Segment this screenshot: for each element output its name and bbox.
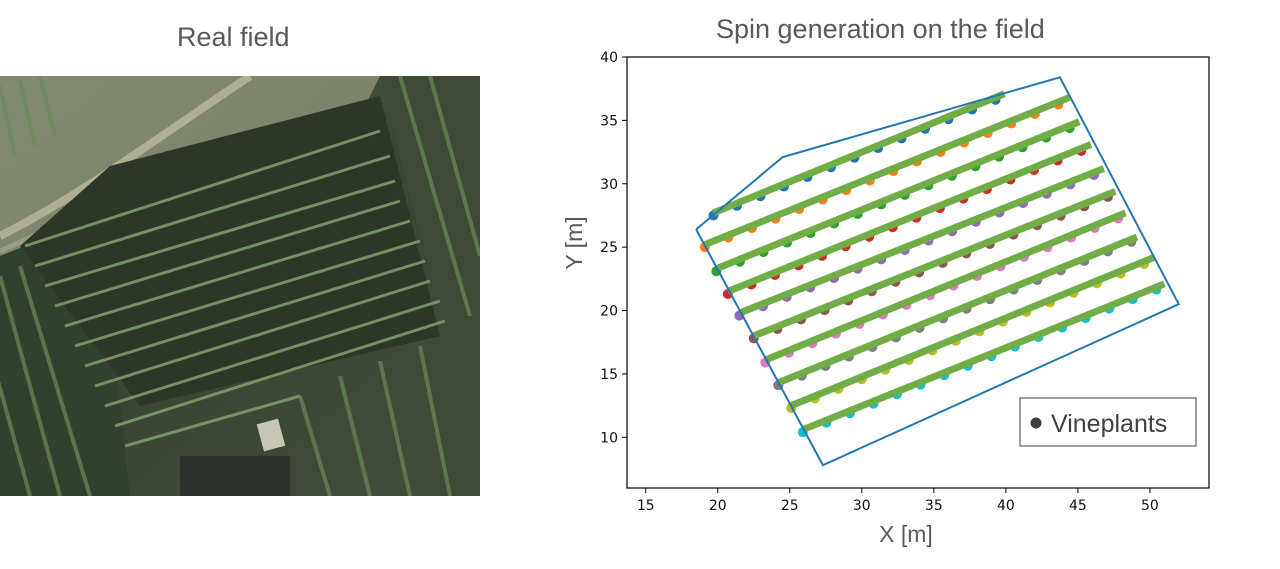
y-axis-label: Y [m]	[561, 216, 587, 269]
vine-row-line	[752, 188, 1117, 340]
y-axis-ticks: 10 15 20 25 30 35 40	[600, 50, 627, 446]
vine-row-line	[726, 141, 1093, 295]
y-tick-label: 25	[600, 240, 618, 256]
vine-row-line	[789, 254, 1156, 409]
legend-box	[1019, 397, 1197, 447]
x-tick-label: 45	[1069, 498, 1087, 514]
y-tick-label: 30	[600, 177, 618, 193]
vine-row-line	[715, 118, 1081, 272]
y-tick-label: 35	[600, 113, 618, 129]
x-axis-label: X [m]	[879, 521, 933, 547]
legend-label-vineplants: Vineplants	[1051, 410, 1167, 438]
vine-row-line	[801, 280, 1166, 433]
x-tick-label: 40	[997, 498, 1015, 514]
axes-frame	[626, 56, 1210, 489]
y-tick-label: 15	[600, 367, 618, 383]
x-axis-ticks: 15 20 25 30 35 40 45 50	[637, 488, 1159, 514]
field-boundary-polygon	[695, 76, 1181, 467]
satellite-image-render	[0, 76, 480, 496]
plot-area	[695, 76, 1181, 467]
y-tick-label: 20	[600, 304, 618, 320]
x-tick-label: 20	[709, 498, 727, 514]
vine-row-line	[763, 209, 1127, 364]
vine-row-lines	[703, 90, 1166, 433]
left-panel-title: Real field	[177, 22, 290, 52]
x-tick-label: 50	[1141, 498, 1159, 514]
vine-row-line	[703, 94, 1071, 248]
x-tick-label: 25	[781, 498, 799, 514]
chart-title: Spin generation on the field	[716, 14, 1045, 44]
vine-row-line	[776, 233, 1139, 387]
vine-row-line	[738, 165, 1106, 317]
x-tick-label: 30	[853, 498, 871, 514]
y-tick-label: 40	[600, 50, 618, 66]
x-tick-label: 35	[925, 498, 943, 514]
y-tick-label: 10	[600, 430, 618, 446]
vineplant-marker-icon	[1030, 417, 1042, 429]
satellite-field-image	[0, 76, 480, 496]
vine-row-line	[712, 90, 1006, 217]
legend: Vineplants	[1019, 397, 1197, 447]
x-tick-label: 15	[637, 498, 655, 514]
